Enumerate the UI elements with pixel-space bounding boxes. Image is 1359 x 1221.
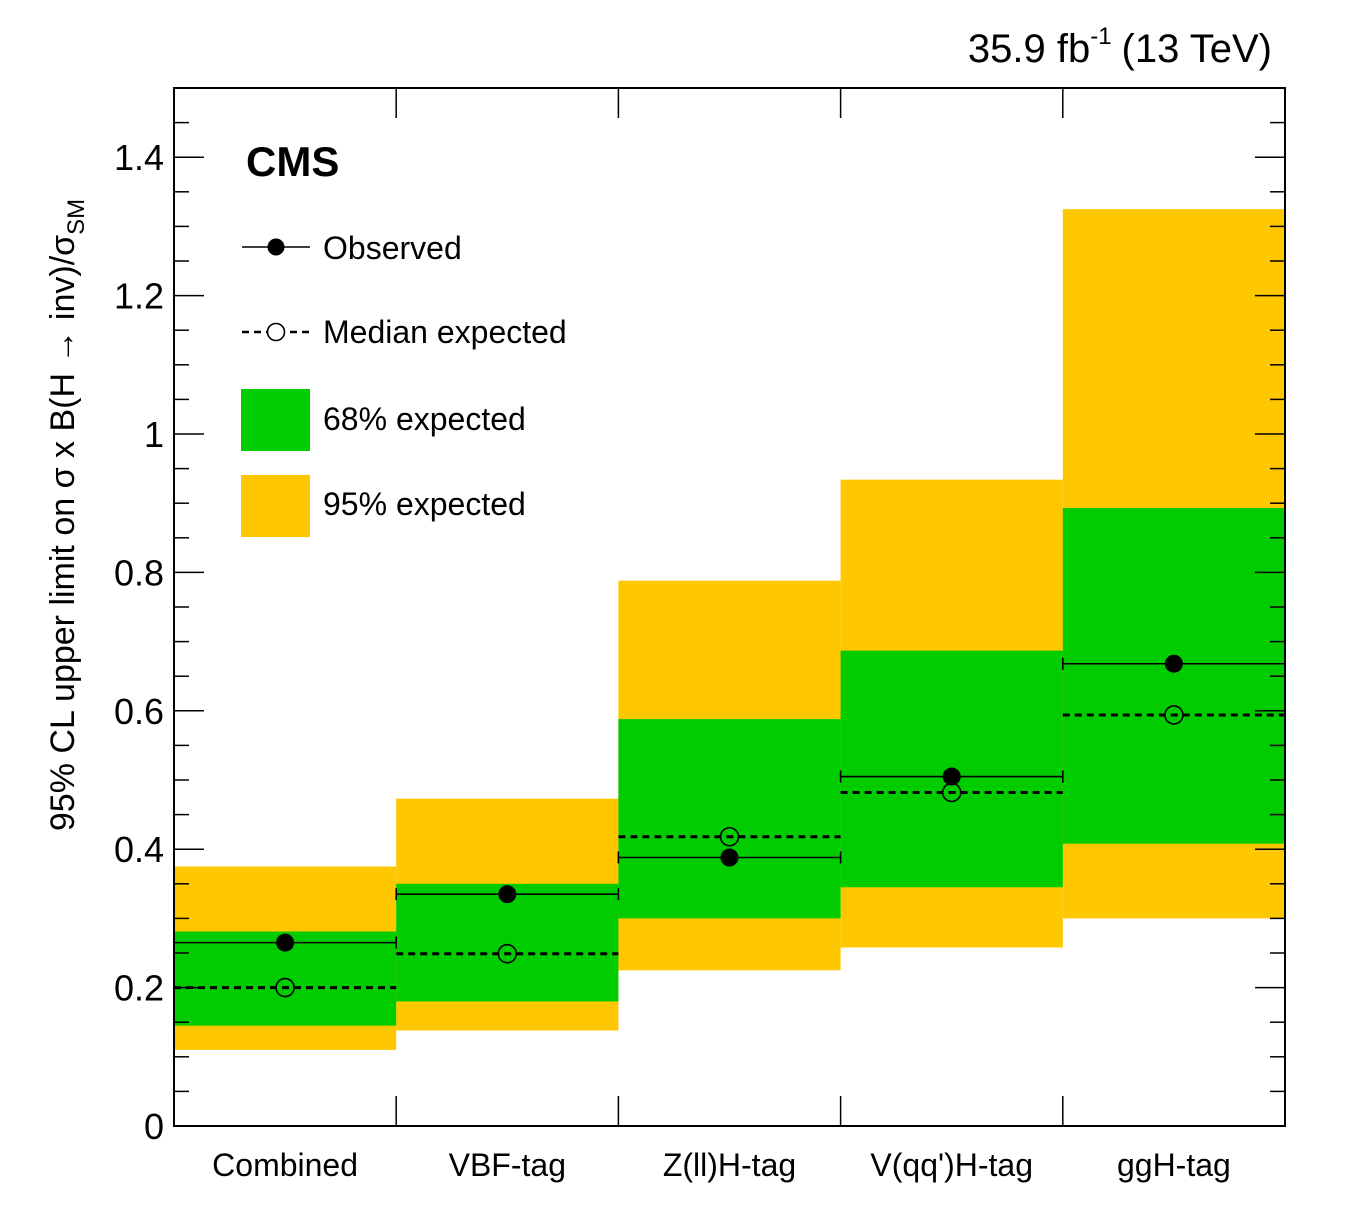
category-label: ggH-tag [1117,1147,1231,1183]
observed-marker-1 [498,885,517,904]
expected-marker-4 [1164,705,1184,725]
experiment-label: CMS [246,138,339,185]
observed-series [173,654,1286,952]
legend-68-swatch [241,389,310,451]
legend-expected-marker [266,322,286,342]
y-tick-label: 0 [144,1106,164,1147]
category-label: VBF-tag [449,1147,566,1183]
y-axis-label-main: 95% CL upper limit on σ x B(H → inv)/σ [44,235,82,831]
legend-68-label: 68% expected [323,401,526,437]
observed-marker-4 [1164,654,1183,673]
legend-observed-label: Observed [323,230,462,266]
lumi-exponent: -1 [1090,23,1111,50]
lumi-value: 35.9 fb [968,27,1090,71]
observed-marker-3 [942,767,961,786]
y-axis-label-subscript: SM [63,199,90,235]
legend-68: 68% expected [241,389,526,451]
y-tick-label: 0.4 [114,829,164,870]
expected-marker-0 [275,977,295,998]
observed-marker-0 [276,933,295,952]
expected-marker-2 [719,826,740,847]
observed-marker-2 [720,848,739,867]
legend-95-label: 95% expected [323,486,526,522]
legend: Observed Median expected 68% expected 95… [241,230,567,537]
category-label: Combined [212,1147,358,1183]
y-tick-label: 1.4 [114,137,164,178]
y-tick-label: 1 [144,414,164,455]
y-tick-label: 0.8 [114,552,164,593]
x-category-labels: Combined VBF-tag Z(ll)H-tag V(qq')H-tag ggH-… [212,1147,1231,1183]
lumi-label: 35.9 fb-1 (13 TeV) [968,23,1272,71]
legend-observed: Observed [242,230,462,266]
y-tick-label: 0.2 [114,968,164,1009]
legend-expected: Median expected [242,314,567,350]
legend-95-swatch [241,475,310,537]
band-68-2 [618,719,841,919]
legend-expected-label: Median expected [323,314,567,350]
lumi-energy: (13 TeV) [1122,27,1272,71]
category-label: V(qq')H-tag [870,1147,1033,1183]
y-tick-labels: 0 0.2 0.4 0.6 0.8 1 1.2 1.4 [114,137,164,1147]
y-axis-label: 95% CL upper limit on σ x B(H → inv)/σSM [44,199,90,831]
axis-ticks [174,87,1285,1127]
legend-observed-marker [267,238,285,256]
band-68-1 [396,883,619,1002]
band-68-4 [1062,508,1285,844]
expected-marker-1 [497,943,518,964]
band-68-group [174,508,1285,1026]
y-tick-label: 0.6 [114,691,164,732]
legend-95: 95% expected [241,475,526,537]
category-label: Z(ll)H-tag [663,1147,796,1183]
y-tick-label: 1.2 [114,276,164,317]
